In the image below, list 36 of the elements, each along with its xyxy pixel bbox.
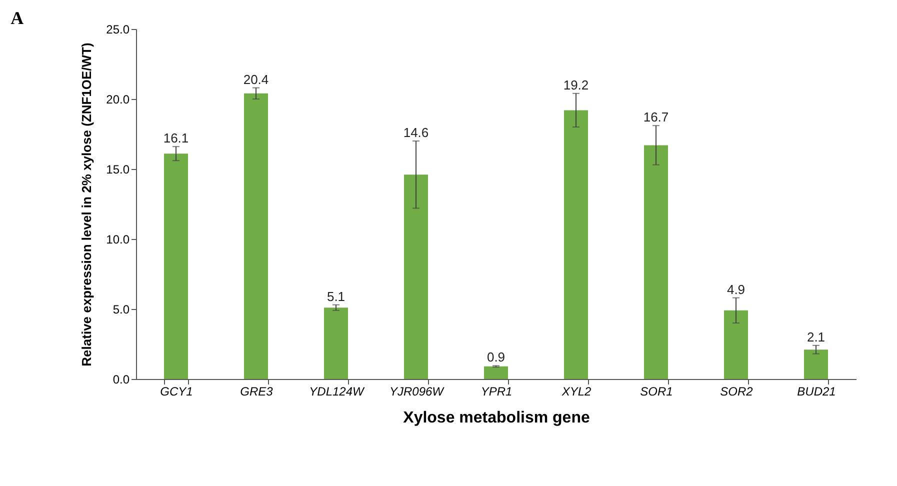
- data-label: 14.6: [403, 125, 429, 140]
- data-label: 2.1: [806, 329, 826, 344]
- bar: [724, 310, 748, 379]
- y-tick-label: 0.0: [112, 372, 130, 386]
- y-tick-label: 15.0: [106, 162, 130, 176]
- x-tick-label: YDL124W: [309, 384, 366, 398]
- y-axis-title: Relative expression level in 2% xylose (ZNF1OE/WT): [79, 42, 94, 366]
- y-tick-label: 10.0: [106, 232, 130, 246]
- bar: [644, 145, 668, 379]
- data-label: 4.9: [726, 282, 746, 297]
- x-tick-label: XYL2: [560, 384, 592, 398]
- data-label: 19.2: [563, 77, 589, 92]
- bar: [404, 174, 428, 379]
- data-label: 16.7: [643, 110, 669, 125]
- bar: [324, 308, 348, 379]
- text: A: [10, 8, 24, 28]
- x-axis-title: Xylose metabolism gene: [403, 410, 590, 426]
- x-tick-label: BUD21: [797, 384, 836, 398]
- data-label: 0.9: [486, 350, 506, 365]
- data-label: 5.1: [326, 288, 346, 304]
- data-label: 16.1: [163, 130, 189, 146]
- bar: [164, 154, 188, 379]
- x-tick-label: YPR1: [480, 384, 512, 398]
- bar: [804, 350, 828, 379]
- bar: [244, 93, 268, 379]
- x-tick-label: SOR1: [640, 384, 673, 398]
- x-tick-label: YJR096W: [389, 384, 446, 398]
- data-label: 20.4: [243, 72, 269, 87]
- bar: [484, 366, 508, 379]
- bar: [564, 110, 588, 379]
- x-tick-label: GRE3: [240, 384, 274, 398]
- y-tick-label: 5.0: [112, 302, 130, 316]
- x-tick-label: GCY1: [160, 384, 193, 398]
- y-tick-label: 25.0: [106, 22, 130, 36]
- x-tick-label: SOR2: [720, 384, 754, 398]
- y-tick-label: 20.0: [106, 92, 130, 106]
